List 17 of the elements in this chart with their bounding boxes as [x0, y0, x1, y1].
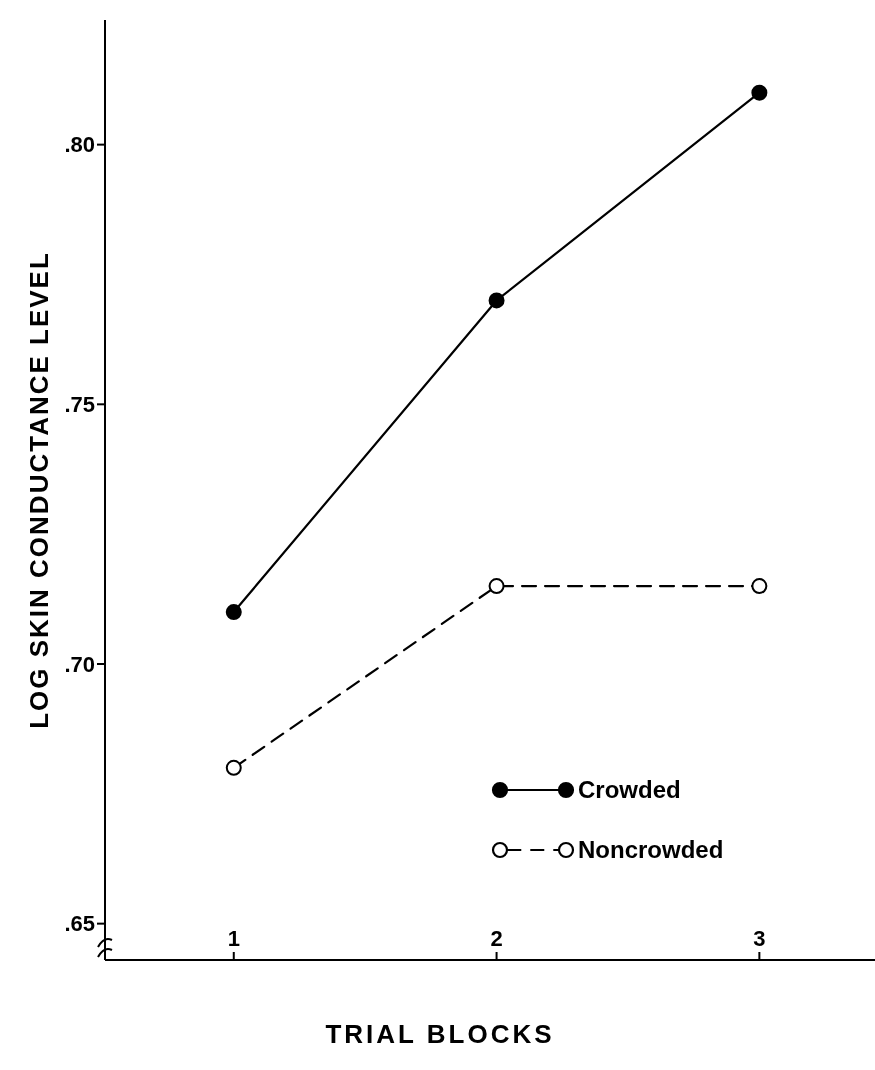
y-tick-label: .65	[64, 911, 95, 937]
y-tick-label: .80	[64, 132, 95, 158]
point	[751, 84, 768, 101]
legend-label: Crowded	[578, 776, 681, 804]
y-axis-title: LOG SKIN CONDUCTANCE LEVEL	[24, 251, 54, 729]
point	[488, 292, 505, 309]
point	[751, 578, 768, 595]
x-tick-label: 2	[490, 926, 503, 951]
y-tick-label: .70	[64, 651, 95, 677]
x-axis-title: TRIAL BLOCKS	[325, 1019, 555, 1049]
point	[225, 604, 242, 621]
point	[225, 759, 242, 776]
y-tick-label: .75	[64, 392, 95, 418]
point	[488, 578, 505, 595]
x-tick-label: 3	[753, 926, 766, 951]
legend-label: Noncrowded	[578, 836, 724, 864]
x-tick-label: 1	[227, 926, 240, 951]
